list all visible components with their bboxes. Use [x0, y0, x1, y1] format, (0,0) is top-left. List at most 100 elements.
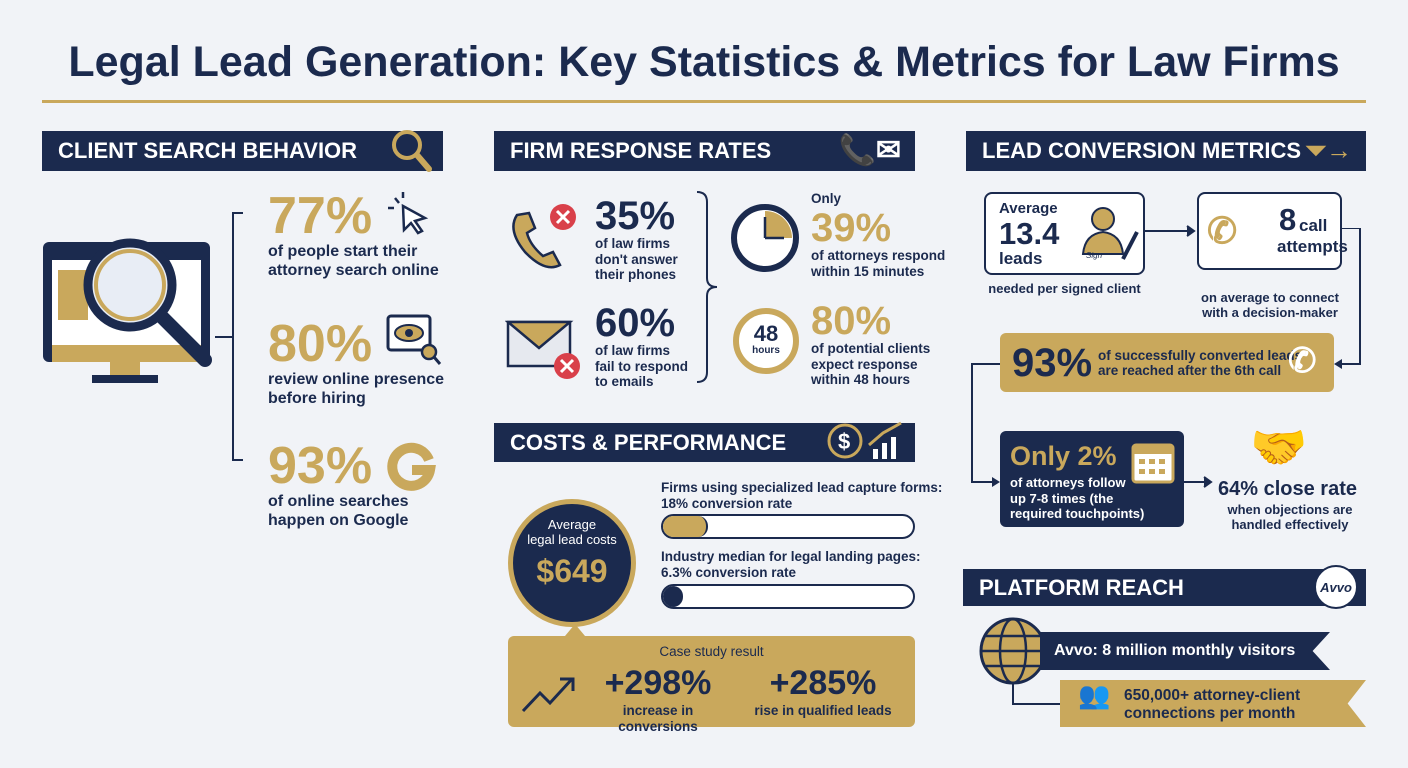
title-divider — [42, 100, 1366, 103]
reached-value: 93% — [1012, 341, 1093, 385]
leads-label: Average — [999, 200, 1058, 217]
calls-caption: on average to connect with a decision-mak… — [1190, 290, 1350, 320]
stat-text: of people start their — [268, 243, 418, 260]
client-search-header: CLIENT SEARCH BEHAVIOR — [42, 130, 443, 172]
badge-label: Average — [547, 517, 597, 532]
case-study-caption: rise in qualified leads — [754, 703, 892, 718]
cursor-click-icon — [388, 192, 429, 235]
calls-unit: attempts — [1277, 237, 1348, 256]
stat-80: 80% review online presence before hiring — [268, 318, 444, 408]
email-failed-icon — [505, 320, 580, 379]
stat-value: 60% — [595, 301, 676, 345]
case-study-value: +285% — [769, 664, 877, 702]
missed-call-icon — [512, 204, 576, 269]
clock-15-minutes-icon — [731, 204, 799, 272]
google-icon — [387, 442, 436, 491]
phone-icon: ✆ — [1207, 210, 1238, 251]
connections-ribbon: 👥 650,000+ attorney-client connections pe… — [1060, 680, 1366, 727]
stat-text: within 48 hours — [811, 372, 911, 387]
arrow — [1184, 476, 1213, 488]
bracket-connector — [215, 212, 243, 461]
stat-value: 80% — [811, 299, 892, 343]
bar-label: Industry median for legal landing pages: — [661, 549, 921, 564]
calls-value: 8 — [1279, 202, 1297, 237]
visitors-ribbon: Avvo: 8 million monthly visitors — [1040, 632, 1330, 670]
reached-text: are reached after the 6th call — [1098, 363, 1282, 378]
avvo-logo: Avvo — [1314, 565, 1358, 609]
connections-text: connections per month — [1124, 705, 1296, 722]
leads-caption: needed per signed client — [988, 281, 1141, 296]
arrow — [1145, 225, 1196, 237]
timer-unit: hours — [752, 345, 780, 356]
stat-35: 35% of law firms don't answer their phon… — [595, 196, 678, 283]
stat-77: 77% of people start their attorney searc… — [268, 190, 439, 280]
platform-header: PLATFORM REACH Avvo — [963, 565, 1366, 609]
conversion-header: LEAD CONVERSION METRICS ⏷→ — [966, 131, 1366, 171]
signature: Sign — [1086, 251, 1103, 260]
followup-box: Only 2% of attorneys follow up 7-8 times … — [1000, 431, 1184, 527]
bar-label: 18% conversion rate — [661, 496, 793, 511]
followup-value: Only 2% — [1010, 441, 1117, 471]
conversion-bar-landing — [661, 584, 915, 609]
stat-text: of law firms — [595, 236, 671, 251]
stat-text: fail to respond — [595, 358, 689, 374]
case-study-label: Case study result — [659, 644, 764, 659]
stat-39: 39% of attorneys respond within 15 minut… — [811, 208, 945, 279]
section-title: CLIENT SEARCH BEHAVIOR — [58, 138, 358, 163]
funnel-icon: ⏷→ — [1305, 135, 1352, 165]
stat-value: 39% — [811, 206, 892, 250]
stat-text: happen on Google — [268, 512, 409, 529]
conversion-bar-forms — [661, 514, 915, 539]
magnifier-icon — [392, 130, 432, 172]
followup-text: of attorneys follow — [1010, 475, 1126, 490]
caption-line: on average to connect — [1201, 290, 1339, 305]
caption-line: when objections are — [1227, 502, 1353, 517]
monitor-search-illustration — [43, 238, 212, 383]
stat-text: of potential clients — [811, 341, 931, 356]
bar-label: Firms using specialized lead capture for… — [661, 480, 943, 495]
caption-line: with a decision-maker — [1202, 305, 1338, 320]
stat-text: before hiring — [268, 390, 366, 407]
dollar-chart-icon: $ — [827, 421, 902, 459]
badge-value: $649 — [536, 553, 608, 589]
stat-value: 35% — [595, 194, 676, 238]
stat-93: 93% of online searches happen on Google — [268, 440, 409, 530]
svg-text:$: $ — [838, 429, 850, 454]
stat-value: 80% — [268, 315, 373, 373]
leads-value: 13.4 — [999, 216, 1060, 251]
page-title: Legal Lead Generation: Key Statistics & … — [68, 38, 1340, 86]
calls-unit: call — [1299, 216, 1328, 235]
stat-text: of attorneys respond — [811, 248, 946, 263]
stat-text: of law firms — [595, 343, 671, 358]
calendar-icon — [1131, 443, 1175, 484]
section-title: COSTS & PERFORMANCE — [510, 429, 787, 455]
leads-unit: leads — [999, 249, 1043, 268]
reached-box: 93% of successfully converted leads are r… — [1000, 333, 1334, 392]
leads-box: Average 13.4 leads Sign — [984, 192, 1145, 275]
flow-connectors — [971, 228, 1361, 487]
eye-screen-icon — [386, 314, 442, 365]
timer-number: 48 — [753, 321, 779, 346]
bar-fill — [663, 516, 708, 537]
average-cost-badge: Average legal lead costs $649 — [508, 499, 636, 627]
globe-icon — [979, 617, 1060, 705]
close-caption: when objections are handled effectively — [1210, 502, 1370, 532]
followup-text: up 7-8 times (the — [1010, 490, 1114, 506]
trend-up-icon — [521, 677, 575, 713]
badge-label: legal lead costs — [527, 532, 617, 547]
brace-connector — [696, 191, 718, 383]
stat-60: 60% of law firms fail to respond to emai… — [595, 303, 688, 390]
phone-email-icon: 📞✉ — [838, 134, 902, 167]
phone-chat-icon: ✆ — [1288, 342, 1317, 380]
section-title: PLATFORM REACH — [979, 574, 1184, 600]
case-study-box: Case study result +298% increase in conve… — [508, 636, 915, 734]
people-connection-icon: 👥 — [1078, 680, 1111, 710]
stat-80-clients: 80% of potential clients expect response… — [811, 301, 930, 388]
stat-text: don't answer — [595, 251, 678, 267]
handshake-icon: 🤝 — [1250, 421, 1308, 473]
connections-text: 650,000+ attorney-client — [1124, 687, 1301, 704]
timer-48-hours-icon: 48 hours — [733, 308, 799, 374]
bar-fill — [663, 586, 683, 607]
visitors-text: Avvo: 8 million monthly visitors — [1054, 642, 1296, 659]
stat-text: within 15 minutes — [811, 263, 925, 279]
